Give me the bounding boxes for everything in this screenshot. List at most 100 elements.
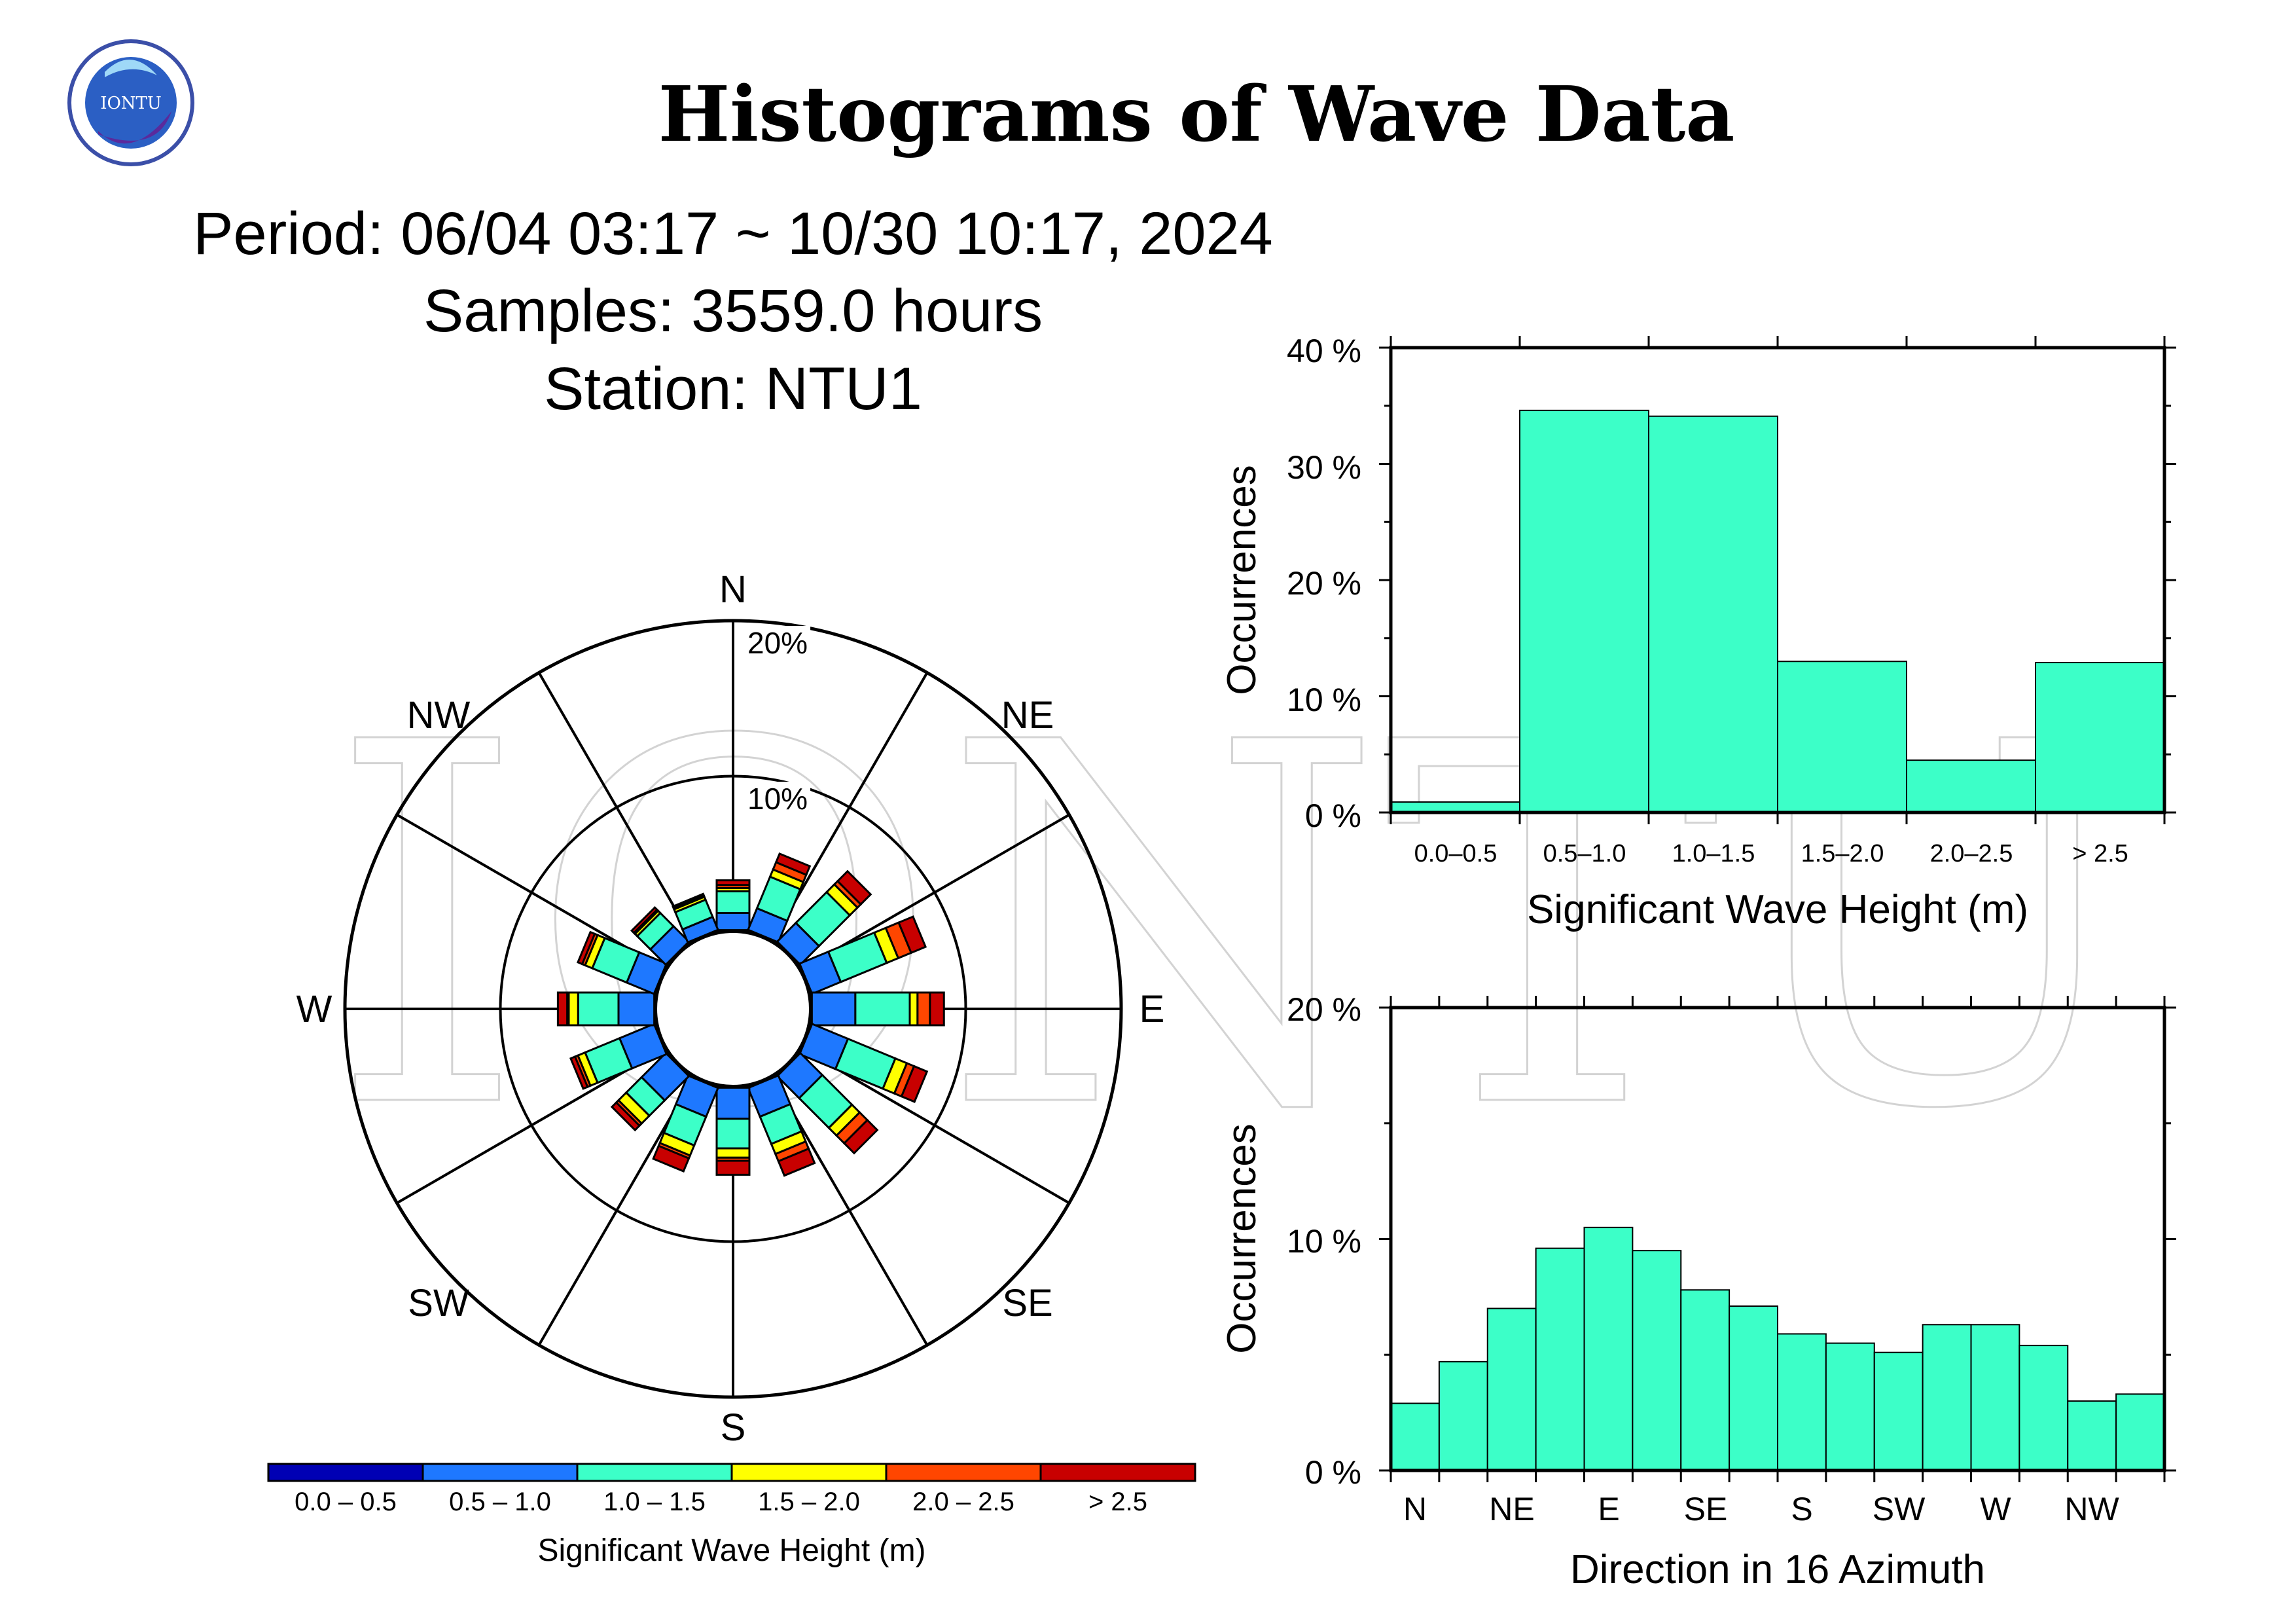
- rose-segment: [842, 1118, 879, 1155]
- institute-logo: IONTU: [67, 39, 194, 166]
- direction-xtick-sw: SW: [1873, 1491, 1926, 1527]
- height-bar: [2035, 662, 2165, 814]
- rose-bar-n: [715, 879, 751, 933]
- rose-bar-s: [715, 1085, 751, 1176]
- direction-ylabel: Occurrences: [1219, 1123, 1265, 1353]
- direction-bars: [1390, 1226, 2165, 1472]
- height-ticks: [1379, 336, 2176, 824]
- colorbar-cell: [1039, 1463, 1196, 1482]
- colorbar-cell: [267, 1463, 424, 1482]
- direction-bar: [2067, 1400, 2117, 1471]
- rose-segment: [610, 1101, 641, 1132]
- height-xtick-1: 0.0–0.5: [1414, 840, 1498, 867]
- direction-xtick-s: S: [1791, 1491, 1812, 1527]
- direction-label-e: E: [1139, 988, 1165, 1030]
- height-ytick-30: 30 %: [1287, 449, 1361, 486]
- colorbar-cell: [576, 1463, 733, 1482]
- direction-ytick-0: 0 %: [1305, 1454, 1361, 1491]
- direction-xtick-n: N: [1403, 1491, 1427, 1527]
- samples-text: Samples: 3559.0 hours: [423, 278, 1043, 344]
- ring-label-20: 20%: [747, 626, 808, 660]
- height-bar: [1777, 661, 1907, 813]
- rose-bar-w: [556, 991, 657, 1027]
- direction-xtick-se: SE: [1684, 1491, 1728, 1527]
- ring-label-bg: [745, 782, 811, 816]
- height-colorbar: 0.0 – 0.5 0.5 – 1.0 1.0 – 1.5 1.5 – 2.0 …: [267, 1463, 1196, 1568]
- rose-segment: [854, 991, 911, 1027]
- height-bar: [1519, 409, 1649, 813]
- height-plot-frame: [1389, 346, 2166, 814]
- height-xtick-2: 0.5–1.0: [1543, 840, 1626, 867]
- rose-segment: [569, 1055, 589, 1090]
- colorbar-label-2: 0.5 – 1.0: [449, 1487, 551, 1516]
- direction-ytick-20: 20 %: [1287, 991, 1361, 1028]
- rose-segment: [916, 991, 931, 1027]
- rose-segment: [617, 991, 656, 1027]
- direction-label-s: S: [721, 1406, 746, 1449]
- height-ytick-0: 0 %: [1305, 797, 1361, 834]
- ring-label-10: 10%: [747, 782, 808, 816]
- colorbar-label-5: 2.0 – 2.5: [912, 1487, 1014, 1516]
- height-ytick-20: 20 %: [1287, 565, 1361, 602]
- rose-segment: [908, 991, 919, 1027]
- rose-segment: [630, 906, 658, 934]
- direction-bar: [1729, 1305, 1778, 1472]
- direction-bar: [1777, 1333, 1827, 1472]
- direction-histogram: 20 % 10 % 0 % N NE E SE S SW W NW Occurr…: [1219, 991, 2176, 1592]
- rose-segment: [715, 1118, 751, 1150]
- direction-label-ne: NE: [1001, 694, 1054, 737]
- rose-grid: [343, 619, 1123, 1399]
- direction-bar: [1680, 1289, 1731, 1472]
- height-xtick-3: 1.0–1.5: [1672, 840, 1755, 867]
- colorbar-cells: [267, 1463, 1196, 1482]
- rose-segment: [715, 1147, 751, 1159]
- wave-rose-chart: 20% 10% N NE E SE S SW W NW: [296, 568, 1165, 1449]
- height-xtick-4: 1.5–2.0: [1801, 840, 1884, 867]
- colorbar-title: Significant Wave Height (m): [537, 1533, 925, 1568]
- direction-bar: [1438, 1360, 1488, 1471]
- height-bars: [1390, 409, 2165, 814]
- colorbar-cell: [730, 1463, 888, 1482]
- direction-bar: [1922, 1324, 1972, 1472]
- rose-segment: [672, 892, 706, 909]
- rose-segment: [715, 1086, 751, 1120]
- logo-text: IONTU: [100, 94, 162, 113]
- direction-bar: [1825, 1342, 1875, 1471]
- rose-segment: [897, 915, 927, 955]
- rose-bar-ene: [797, 915, 927, 996]
- direction-xtick-nw: NW: [2064, 1491, 2119, 1527]
- height-xtick-5: 2.0–2.5: [1930, 840, 2013, 867]
- rose-segment: [836, 869, 872, 906]
- direction-xtick-e: E: [1598, 1491, 1619, 1527]
- rose-segment: [929, 991, 945, 1027]
- colorbar-label-1: 0.0 – 0.5: [295, 1487, 397, 1516]
- ring-label-bg: [745, 626, 811, 660]
- direction-label-w: W: [296, 988, 332, 1030]
- period-text: Period: 06/04 03:17 ~ 10/30 10:17, 2024: [193, 200, 1273, 267]
- direction-bar: [1535, 1247, 1585, 1471]
- rose-bar-nw: [630, 906, 692, 968]
- rose-segment: [715, 879, 751, 886]
- direction-ytick-10: 10 %: [1287, 1223, 1361, 1260]
- rose-bar-sse: [746, 1072, 816, 1177]
- colorbar-label-4: 1.5 – 2.0: [758, 1487, 860, 1516]
- direction-label-sw: SW: [408, 1282, 469, 1324]
- direction-bar: [2115, 1393, 2165, 1471]
- rose-segment: [715, 890, 751, 914]
- rose-segment: [652, 1144, 691, 1173]
- page-title: Histograms of Wave Data: [658, 70, 1735, 159]
- height-bar: [1648, 415, 1778, 813]
- direction-bar: [1583, 1226, 1634, 1471]
- rose-segment: [567, 991, 579, 1027]
- rose-bar-ne: [774, 869, 872, 968]
- rose-segment: [715, 912, 751, 932]
- rose-segment: [810, 991, 857, 1027]
- direction-xtick-ne: NE: [1489, 1491, 1534, 1527]
- direction-bar: [1390, 1402, 1440, 1472]
- height-bar: [1906, 759, 2036, 813]
- direction-bar: [1873, 1351, 1924, 1472]
- colorbar-cell: [885, 1463, 1042, 1482]
- rose-bar-wnw: [576, 930, 670, 996]
- direction-bar: [1970, 1324, 2020, 1472]
